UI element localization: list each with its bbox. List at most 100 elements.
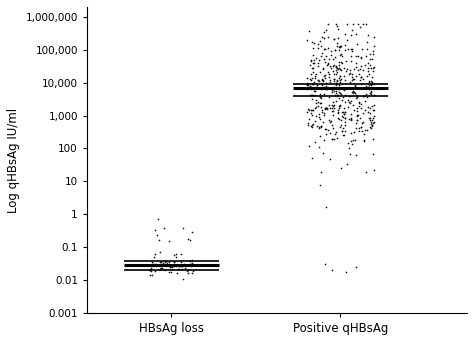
Point xyxy=(355,22,362,27)
Point xyxy=(170,260,177,265)
Point xyxy=(316,111,323,117)
Point xyxy=(333,22,340,27)
Point xyxy=(367,121,375,127)
Point xyxy=(183,268,191,274)
Point xyxy=(328,136,336,142)
Point xyxy=(349,103,357,108)
Point xyxy=(337,118,345,123)
Point xyxy=(323,86,331,91)
Point xyxy=(366,56,374,62)
Point xyxy=(161,226,168,231)
Point xyxy=(320,29,328,34)
Point xyxy=(317,80,325,86)
Point xyxy=(362,127,369,132)
Point xyxy=(148,259,156,264)
Point xyxy=(347,112,355,117)
Point xyxy=(313,55,320,61)
Point xyxy=(307,77,314,82)
Point xyxy=(348,71,356,77)
Point xyxy=(317,38,324,43)
Point xyxy=(308,112,316,118)
Point xyxy=(317,124,325,129)
Point xyxy=(350,129,358,134)
Point xyxy=(308,92,315,98)
Point xyxy=(154,262,162,268)
Point xyxy=(334,107,341,113)
Point xyxy=(314,104,321,109)
Point xyxy=(304,120,312,125)
Point xyxy=(353,114,360,119)
Point xyxy=(368,81,376,87)
Point xyxy=(363,91,370,97)
Point xyxy=(365,71,373,77)
Point xyxy=(358,46,365,52)
Point xyxy=(346,80,354,85)
Point xyxy=(318,51,326,56)
Point xyxy=(341,119,348,124)
Point xyxy=(313,83,320,88)
Point xyxy=(333,135,341,140)
Point xyxy=(307,86,315,92)
Point xyxy=(335,105,343,111)
Point xyxy=(368,117,376,122)
Point xyxy=(341,42,348,48)
Point xyxy=(322,53,329,58)
Point xyxy=(309,107,316,113)
Point xyxy=(363,127,370,133)
Point xyxy=(337,43,345,49)
Point xyxy=(334,86,342,92)
Point xyxy=(348,47,356,52)
Point xyxy=(366,105,374,110)
Point xyxy=(171,264,178,269)
Point xyxy=(335,82,342,88)
Point xyxy=(363,22,370,27)
Point xyxy=(330,78,338,83)
Point xyxy=(147,266,155,271)
Point xyxy=(311,105,319,110)
Point xyxy=(328,136,336,142)
Point xyxy=(345,117,352,122)
Point xyxy=(353,125,360,130)
Point xyxy=(362,53,370,59)
Point xyxy=(351,83,358,89)
Point xyxy=(157,265,164,271)
Point xyxy=(335,95,342,101)
Point xyxy=(307,62,314,68)
Point xyxy=(331,93,339,98)
Point xyxy=(327,63,334,69)
Point xyxy=(354,67,362,73)
Point xyxy=(358,120,365,125)
Point xyxy=(324,22,332,27)
Point xyxy=(322,105,329,111)
Point xyxy=(164,261,171,266)
Point xyxy=(352,53,360,58)
Point xyxy=(156,259,164,265)
Point xyxy=(328,122,336,127)
Point xyxy=(324,34,332,40)
Point xyxy=(367,79,375,84)
Point xyxy=(309,75,316,81)
Point xyxy=(367,119,375,124)
Point xyxy=(327,77,334,83)
Point xyxy=(362,107,369,113)
Point xyxy=(312,114,320,119)
Point xyxy=(348,77,356,82)
Point xyxy=(360,132,368,137)
Point xyxy=(311,118,319,123)
Point xyxy=(337,59,345,65)
Point xyxy=(180,276,187,281)
Point xyxy=(321,106,329,112)
Point xyxy=(350,90,358,95)
Point xyxy=(347,32,355,38)
Point xyxy=(175,266,183,272)
Point xyxy=(331,54,338,60)
Point xyxy=(186,261,193,266)
Point xyxy=(348,49,356,54)
Point xyxy=(323,85,330,90)
Point xyxy=(311,76,319,81)
Point xyxy=(358,128,366,133)
Point xyxy=(365,78,373,84)
Point xyxy=(308,107,315,113)
Point xyxy=(337,91,344,97)
Point xyxy=(339,133,347,138)
